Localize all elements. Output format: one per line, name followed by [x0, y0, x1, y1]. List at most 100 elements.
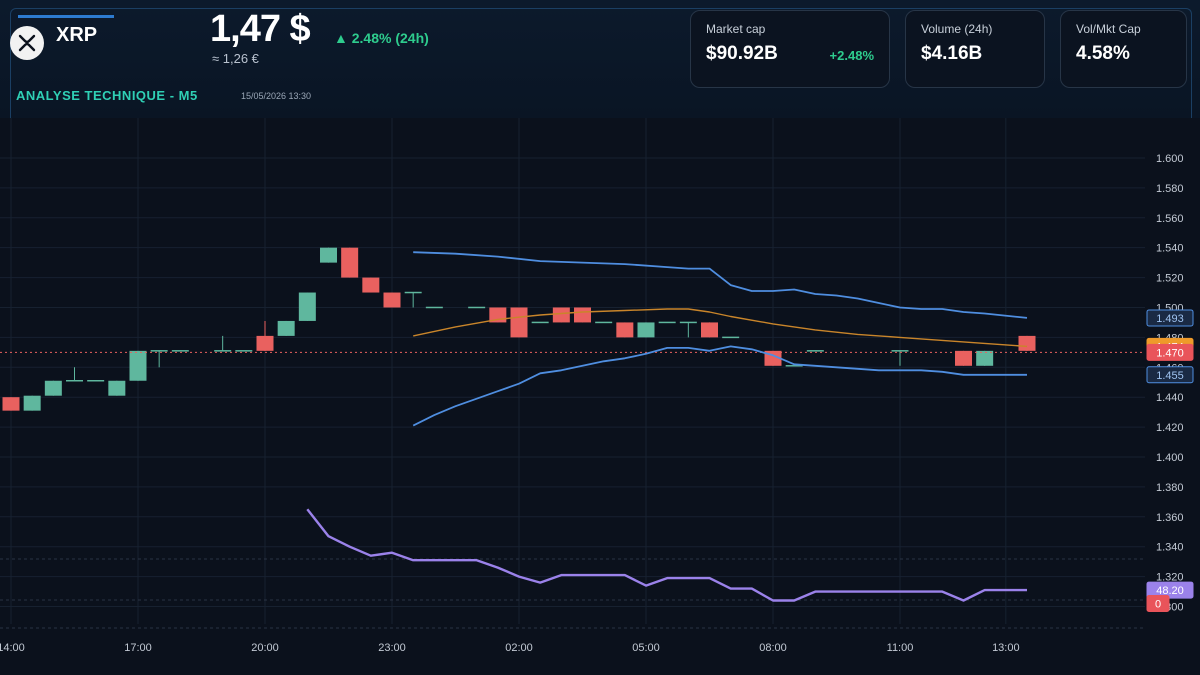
candle-body [468, 306, 486, 309]
market-cap-change: +2.48% [829, 48, 874, 63]
candle-body [341, 247, 359, 278]
moving-average-line [413, 308, 1028, 348]
time-tick-label: 08:00 [759, 642, 787, 654]
candle-body [595, 321, 613, 324]
candle-body [320, 247, 337, 263]
market-cap-value: $90.92B [706, 43, 778, 64]
price-badge-label: 1.493 [1156, 313, 1184, 325]
price-tick-label: 1.380 [1156, 482, 1184, 494]
time-tick-label: 05:00 [632, 642, 660, 654]
candle-body [2, 397, 20, 411]
chart-background [0, 118, 1200, 675]
header-accent [18, 15, 114, 18]
candle-body [87, 379, 105, 382]
current-price: 1,47 $ [210, 8, 311, 50]
candle-body [425, 306, 443, 309]
price-badge-label: 48.20 [1156, 585, 1184, 597]
time-tick-label: 20:00 [251, 642, 279, 654]
coin-symbol: XRP [56, 24, 98, 46]
time-tick-label: 23:00 [378, 642, 406, 654]
vol-mkt-value: 4.58% [1076, 43, 1130, 64]
candle-body [785, 365, 803, 367]
vol-mkt-card: Vol/Mkt Cap 4.58% [1060, 10, 1187, 88]
candle-body [256, 335, 274, 351]
price-badge [1146, 581, 1194, 599]
analysis-timestamp: 15/05/2026 13:30 [241, 91, 312, 101]
price-badge [1146, 343, 1194, 361]
candle-body [108, 380, 126, 396]
price-badge [1146, 366, 1194, 384]
bollinger-lower-line [412, 345, 1027, 427]
price-tick-label: 1.360 [1156, 512, 1184, 524]
price-badge-label: 1.455 [1156, 370, 1184, 382]
xrp-logo-icon [10, 26, 44, 60]
time-tick-label: 11:00 [887, 642, 914, 654]
time-tick-label: 13:00 [992, 642, 1020, 654]
candle-body [66, 379, 83, 382]
price-tick-label: 1.420 [1156, 422, 1184, 434]
price-tick-label: 1.560 [1156, 213, 1184, 225]
rsi-region [0, 558, 1145, 629]
candle-body [1018, 335, 1036, 351]
candle-body [23, 395, 41, 411]
candle-body [510, 307, 528, 338]
price-badge [1146, 595, 1170, 613]
price-badge-label: 1.470 [1156, 347, 1184, 359]
rsi-line [306, 508, 1027, 602]
candle-body [531, 321, 549, 324]
price-tick-label: 1.400 [1156, 452, 1184, 464]
candle-body [722, 336, 740, 339]
price-tick-label: 1.600 [1156, 153, 1184, 165]
header-frame [10, 8, 1192, 121]
candle-body [955, 350, 972, 366]
bollinger-upper-line [413, 251, 1028, 319]
header-panel: XRP 1,47 $ ▲ 2.48% (24h) ≈ 1,26 € ANALYS… [0, 0, 1200, 121]
time-tick-label: 17:00 [124, 642, 152, 654]
candle-body [658, 321, 676, 324]
candle-body [637, 322, 655, 338]
candle-body [44, 380, 62, 396]
price-badge-label: 0 [1155, 599, 1161, 611]
volume-label: Volume (24h) [921, 22, 993, 36]
candle-body [235, 350, 253, 352]
price-badge [1146, 309, 1194, 327]
candle-body [150, 350, 168, 352]
candle-body [976, 350, 994, 366]
candle-body [129, 350, 147, 381]
time-axis: 14:00 17:00 20:00 23:00 02:00 05:00 08:00 11:00… [0, 642, 1020, 654]
candle-body [277, 320, 295, 336]
market-cap-label: Market cap [706, 22, 766, 36]
candle-body [404, 291, 422, 294]
candle-body [679, 321, 697, 324]
candle-body [574, 307, 591, 323]
price-tick-label: 1.540 [1156, 243, 1184, 255]
vol-mkt-label: Vol/Mkt Cap [1076, 22, 1141, 36]
indicator-lines [0, 251, 1145, 602]
candle-body [552, 307, 570, 323]
volume-value: $4.16B [921, 43, 983, 64]
candle-body [806, 350, 824, 352]
candle-body [701, 322, 718, 338]
price-tick-label: 1.580 [1156, 183, 1184, 195]
price-tick-label: 1.340 [1156, 542, 1184, 554]
price-tick-label: 1.320 [1156, 572, 1184, 584]
price-eur: ≈ 1,26 € [212, 51, 259, 66]
time-tick-label: 02:00 [505, 642, 533, 654]
candle-body [298, 292, 316, 321]
market-cap-card: Market cap $90.92B +2.48% [690, 10, 890, 88]
price-tick-label: 1.440 [1156, 392, 1184, 404]
candle-body [214, 350, 232, 352]
analysis-label: ANALYSE TECHNIQUE - M5 [16, 88, 198, 103]
candles [2, 247, 1036, 411]
candle-body [891, 350, 909, 352]
time-tick-label: 14:00 [0, 642, 25, 654]
candle-body [362, 277, 380, 293]
price-tick-label: 1.520 [1156, 273, 1184, 285]
candle-body [616, 322, 634, 338]
volume-card: Volume (24h) $4.16B [905, 10, 1045, 88]
price-chart: 1.3001.3201.3401.3601.3801.4001.4201.440… [0, 118, 1200, 675]
price-change-24h: ▲ 2.48% (24h) [334, 30, 429, 46]
candle-body [383, 292, 401, 308]
candle-body [171, 350, 189, 352]
